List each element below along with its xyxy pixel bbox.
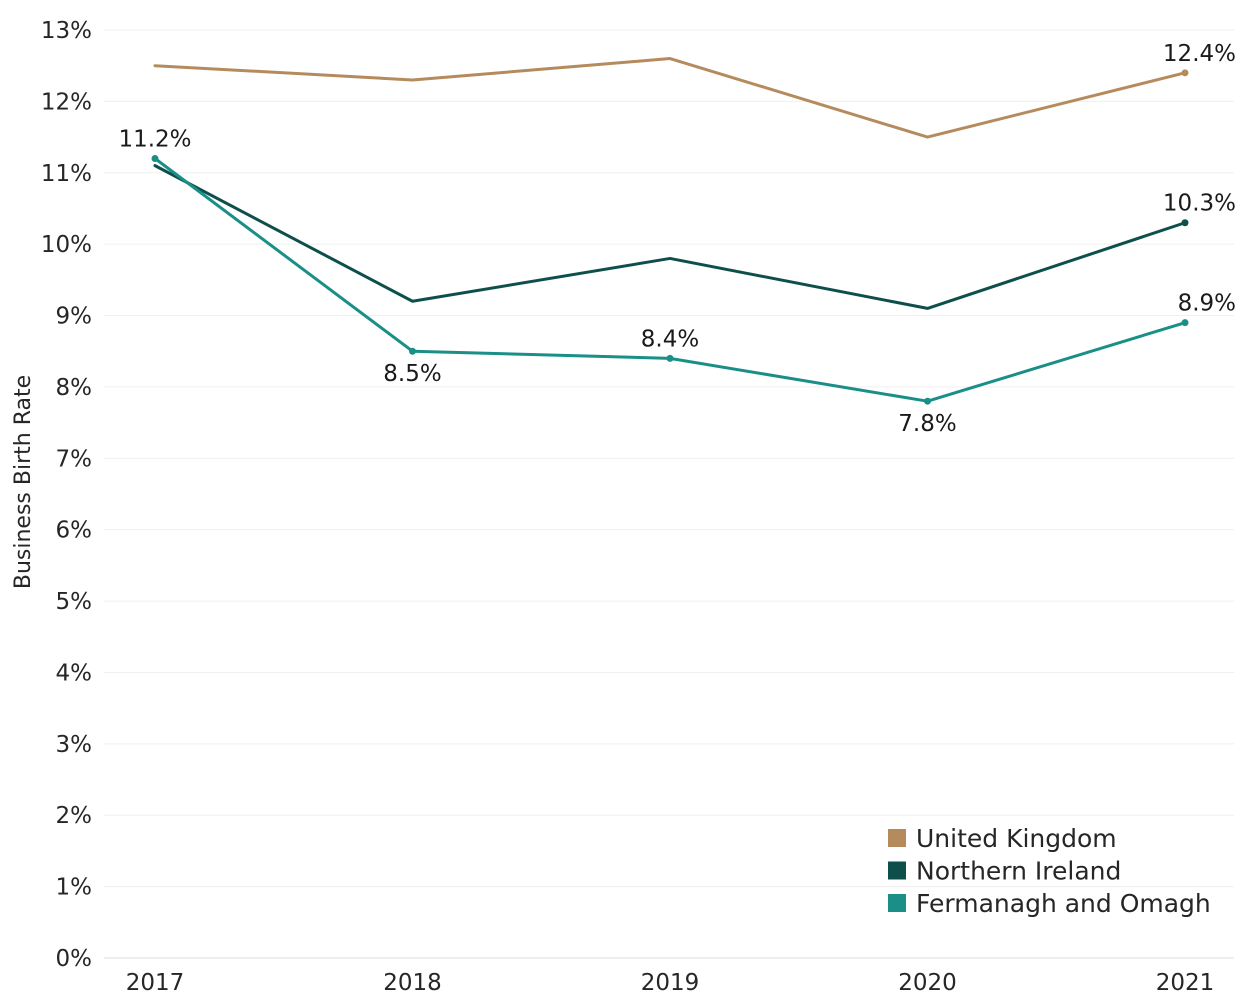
y-tick-label: 9% bbox=[56, 304, 93, 330]
series-line-fermanagh-and-omagh bbox=[153, 156, 1187, 403]
data-point bbox=[409, 347, 416, 355]
y-tick-label: 10% bbox=[41, 232, 92, 258]
y-tick-label: 11% bbox=[41, 161, 92, 187]
data-label: 10.3% bbox=[1163, 191, 1236, 217]
legend-label: Fermanagh and Omagh bbox=[916, 889, 1211, 918]
data-label: 7.8% bbox=[898, 411, 956, 437]
data-label: 8.9% bbox=[1178, 291, 1236, 317]
data-label: 8.5% bbox=[383, 361, 441, 387]
x-tick-label: 2021 bbox=[1156, 970, 1215, 993]
data-point bbox=[924, 397, 931, 405]
legend-swatch bbox=[888, 861, 906, 880]
y-tick-label: 4% bbox=[56, 660, 93, 686]
y-tick-label: 2% bbox=[56, 803, 93, 829]
data-label: 12.4% bbox=[1163, 41, 1236, 67]
legend-swatch bbox=[888, 829, 906, 847]
y-tick-label: 6% bbox=[56, 518, 93, 544]
legend-label: Northern Ireland bbox=[916, 857, 1121, 886]
data-point bbox=[1181, 69, 1189, 77]
y-axis: 0% 1% 2% 3% 4% 5% 6% 7% 8% 9% 10% 11% 12% 13% bbox=[41, 18, 92, 972]
data-label: 11.2% bbox=[118, 126, 191, 152]
y-axis-title: Business Birth Rate bbox=[11, 375, 36, 589]
series-lines bbox=[151, 57, 1189, 405]
y-tick-label: 0% bbox=[56, 946, 93, 972]
data-point bbox=[1181, 219, 1189, 227]
y-tick-label: 3% bbox=[56, 732, 93, 758]
x-tick-label: 2018 bbox=[383, 970, 442, 993]
series-line-northern-ireland bbox=[153, 164, 1187, 310]
x-tick-label: 2019 bbox=[641, 970, 700, 993]
legend-label: United Kingdom bbox=[916, 824, 1117, 853]
data-point bbox=[666, 354, 674, 362]
legend-swatch bbox=[888, 894, 906, 912]
data-point bbox=[151, 154, 159, 162]
y-tick-label: 5% bbox=[56, 589, 93, 615]
gridlines bbox=[104, 29, 1234, 959]
x-tick-label: 2017 bbox=[126, 970, 185, 993]
y-tick-label: 12% bbox=[41, 89, 92, 115]
y-tick-label: 8% bbox=[56, 375, 93, 401]
x-tick-label: 2020 bbox=[898, 970, 957, 993]
x-axis: 2017 2018 2019 2020 2021 bbox=[104, 957, 1234, 993]
y-tick-label: 13% bbox=[41, 18, 92, 44]
data-label: 8.4% bbox=[641, 326, 699, 352]
y-tick-label: 7% bbox=[56, 446, 93, 472]
y-tick-label: 1% bbox=[56, 875, 93, 901]
legend: United Kingdom Northern Ireland Fermanagh … bbox=[888, 824, 1211, 918]
series-line-united-kingdom bbox=[153, 57, 1187, 139]
data-point bbox=[1181, 319, 1189, 327]
data-labels: 12.4% 10.3% 11.2% 8.5% 8.4% 7.8% 8.9% bbox=[118, 41, 1236, 437]
